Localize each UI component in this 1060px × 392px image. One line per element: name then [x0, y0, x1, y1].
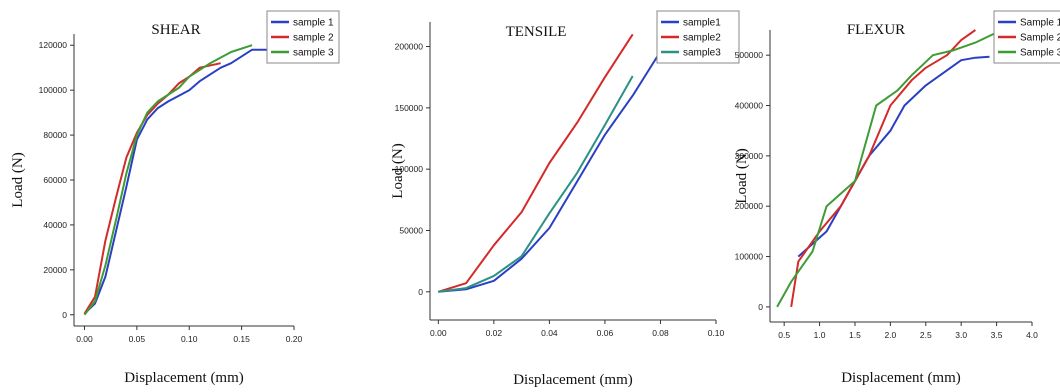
tensile-y-tick-label: 0 [418, 287, 423, 297]
tensile-y-tick-label: 100000 [395, 164, 424, 174]
tensile-series-line-3 [438, 75, 634, 293]
flexur-x-tick-label: 2.0 [884, 330, 896, 340]
flexur-y-tick-label: 400000 [735, 101, 764, 111]
flexur-x-tick-label: 3.5 [991, 330, 1003, 340]
flexur-series-line-2 [790, 29, 976, 308]
tensile-legend-label-2: sample2 [683, 33, 721, 44]
flexur-x-tick-label: 1.5 [849, 330, 861, 340]
tensile-x-tick-label: 0.06 [597, 328, 614, 338]
tensile-x-axis-label: Displacement (mm) [513, 372, 633, 388]
flexur-x-tick-label: 2.5 [920, 330, 932, 340]
shear-legend-label-2: sample 2 [293, 33, 334, 44]
flexur-series-line-3 [776, 31, 998, 308]
flexur-y-tick-label: 300000 [735, 151, 764, 161]
shear-y-tick-label: 120000 [39, 40, 68, 50]
tensile-y-tick-label: 150000 [395, 103, 424, 113]
flexur-chart-title: FLEXUR [847, 22, 905, 38]
flexur-legend: Sample 1 Sample 2 Sample 3 [993, 10, 1060, 64]
shear-y-tick-label: 20000 [43, 265, 67, 275]
shear-chart-title: SHEAR [151, 22, 200, 38]
tensile-series-line-2 [438, 33, 634, 293]
flexur-y-tick-label: 500000 [735, 50, 764, 60]
shear-series-line-3 [83, 44, 253, 316]
shear-chart: 0 20000 40000 60000 80000 100000 120000 0.00 0.0… [10, 10, 340, 386]
tensile-chart-title: TENSILE [506, 24, 567, 40]
flexur-chart: 0 100000 200000 300000 400000 500000 0.5 1.0 1.5… [734, 10, 1060, 386]
tensile-chart: 0 50000 100000 150000 200000 0.00 0.02 0.04 0.06… [390, 10, 740, 388]
tensile-x-tick-label: 0.08 [652, 328, 669, 338]
shear-y-axis-label: Load (N) [10, 152, 26, 207]
shear-x-tick-label: 0.05 [129, 334, 146, 344]
tensile-y-tick-label: 50000 [399, 225, 423, 235]
tensile-legend-label-3: sample3 [683, 48, 721, 59]
flexur-legend-label-3: Sample 3 [1020, 48, 1060, 59]
flexur-y-tick-label: 0 [758, 302, 763, 312]
flexur-x-tick-label: 3.0 [955, 330, 967, 340]
tensile-legend-label-1: sample1 [683, 18, 721, 29]
flexur-x-tick-label: 0.5 [778, 330, 790, 340]
shear-y-tick-label: 100000 [39, 85, 68, 95]
flexur-legend-label-1: Sample 1 [1020, 18, 1060, 29]
flexur-y-tick-label: 200000 [735, 201, 764, 211]
shear-y-tick-label: 60000 [43, 175, 67, 185]
flexur-x-axis-label: Displacement (mm) [841, 370, 961, 386]
tensile-x-tick-label: 0.10 [708, 328, 725, 338]
shear-legend-label-1: sample 1 [293, 18, 334, 29]
tensile-series-line-1 [438, 50, 662, 293]
tensile-x-tick-label: 0.02 [486, 328, 503, 338]
tensile-x-tick-label: 0.00 [430, 328, 447, 338]
flexur-x-tick-label: 4.0 [1026, 330, 1038, 340]
flexur-y-tick-label: 100000 [735, 252, 764, 262]
flexur-x-tick-label: 1.0 [814, 330, 826, 340]
flexur-series-line-1 [797, 55, 990, 258]
tensile-x-tick-label: 0.04 [541, 328, 558, 338]
shear-x-tick-label: 0.20 [286, 334, 303, 344]
tensile-legend: sample1 sample2 sample3 [656, 10, 740, 64]
shear-y-tick-label: 0 [62, 310, 67, 320]
shear-series-line-1 [83, 48, 285, 315]
shear-legend-label-3: sample 3 [293, 48, 334, 59]
flexur-y-axis-label: Load (N) [734, 148, 750, 203]
flexur-legend-label-2: Sample 2 [1020, 33, 1060, 44]
shear-y-tick-label: 40000 [43, 220, 67, 230]
shear-x-tick-label: 0.15 [233, 334, 250, 344]
tensile-y-tick-label: 200000 [395, 42, 424, 52]
shear-x-tick-label: 0.10 [181, 334, 198, 344]
tensile-y-axis-label: Load (N) [390, 143, 406, 198]
shear-y-tick-label: 80000 [43, 130, 67, 140]
shear-x-tick-label: 0.00 [76, 334, 93, 344]
shear-legend: sample 1 sample 2 sample 3 [266, 10, 340, 64]
shear-x-axis-label: Displacement (mm) [124, 370, 244, 386]
